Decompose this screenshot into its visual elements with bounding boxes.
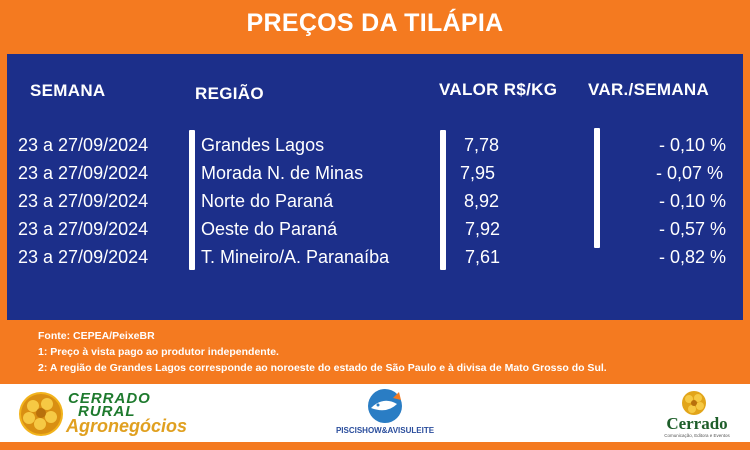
cell-semana: 23 a 27/09/2024 — [18, 191, 149, 211]
cell-valor: 7,95 — [460, 163, 496, 183]
cell-semana: 23 a 27/09/2024 — [18, 135, 149, 155]
cerrado-logo: Cerrado Comunicação, Editora e Eventos — [652, 390, 742, 440]
source-note: Fonte: CEPEA/PeixeBR — [38, 330, 155, 342]
cerrado-text: Cerrado — [666, 414, 728, 433]
cerrado-rural-logo: CERRADO RURAL Agronegócios — [18, 390, 218, 438]
cell-valor: 7,61 — [465, 247, 501, 267]
column-separator — [189, 130, 195, 270]
cell-var: - 0,57 % — [658, 219, 726, 239]
cell-regiao: Morada N. de Minas — [201, 163, 364, 183]
cell-regiao: Grandes Lagos — [201, 135, 325, 155]
cell-semana: 23 a 27/09/2024 — [18, 247, 149, 267]
logo-text-rural: RURAL — [78, 403, 136, 420]
table-panel: SEMANA REGIÃO VALOR R$/KG VAR./SEMANA 23… — [0, 48, 750, 326]
header-bar: PREÇOS DA TILÁPIA — [0, 0, 750, 48]
cell-semana: 23 a 27/09/2024 — [18, 219, 149, 239]
cell-var: - 0,82 % — [658, 247, 726, 267]
cell-semana: 23 a 27/09/2024 — [18, 163, 149, 183]
cerrado-subtext: Comunicação, Editora e Eventos — [664, 433, 730, 438]
fish-icon — [368, 389, 402, 423]
logo-text-agronegocios: Agronegócios — [66, 416, 188, 436]
col-header-semana: SEMANA — [30, 81, 106, 100]
cell-regiao: Norte do Paraná — [201, 191, 334, 211]
sunflower-icon — [19, 392, 63, 436]
cell-regiao: Oeste do Paraná — [201, 219, 338, 239]
price-table: SEMANA REGIÃO VALOR R$/KG VAR./SEMANA 23… — [7, 54, 743, 320]
cell-valor: 7,92 — [465, 219, 501, 239]
cell-regiao: T. Mineiro/A. Paranaíba — [201, 247, 390, 267]
col-header-regiao: REGIÃO — [195, 84, 264, 103]
column-separator — [594, 128, 600, 248]
logo-strip: CERRADO RURAL Agronegócios PISCISHOW&AVI… — [0, 384, 750, 442]
cell-valor: 7,78 — [464, 135, 500, 155]
cell-var: - 0,10 % — [658, 135, 726, 155]
piscishow-logo: PISCISHOW&AVISULEITE — [330, 388, 440, 440]
cell-valor: 8,92 — [464, 191, 500, 211]
bottom-bar — [0, 442, 750, 450]
logo-text-cerrado: CERRADO — [68, 390, 151, 407]
cerrado-flower-icon — [682, 391, 706, 415]
cell-var: - 0,07 % — [655, 163, 723, 183]
col-header-var: VAR./SEMANA — [588, 80, 710, 99]
footnotes: Fonte: CEPEA/PeixeBR 1: Preço à vista pa… — [0, 326, 750, 384]
piscishow-text: PISCISHOW&AVISULEITE — [335, 426, 435, 435]
column-separator — [440, 130, 446, 270]
footnote-1: 1: Preço à vista pago ao produtor indepe… — [38, 346, 279, 358]
page-title: PREÇOS DA TILÁPIA — [246, 9, 504, 37]
cell-var: - 0,10 % — [658, 191, 726, 211]
col-header-valor: VALOR R$/KG — [439, 80, 558, 99]
footnote-2: 2: A região de Grandes Lagos corresponde… — [38, 362, 607, 374]
